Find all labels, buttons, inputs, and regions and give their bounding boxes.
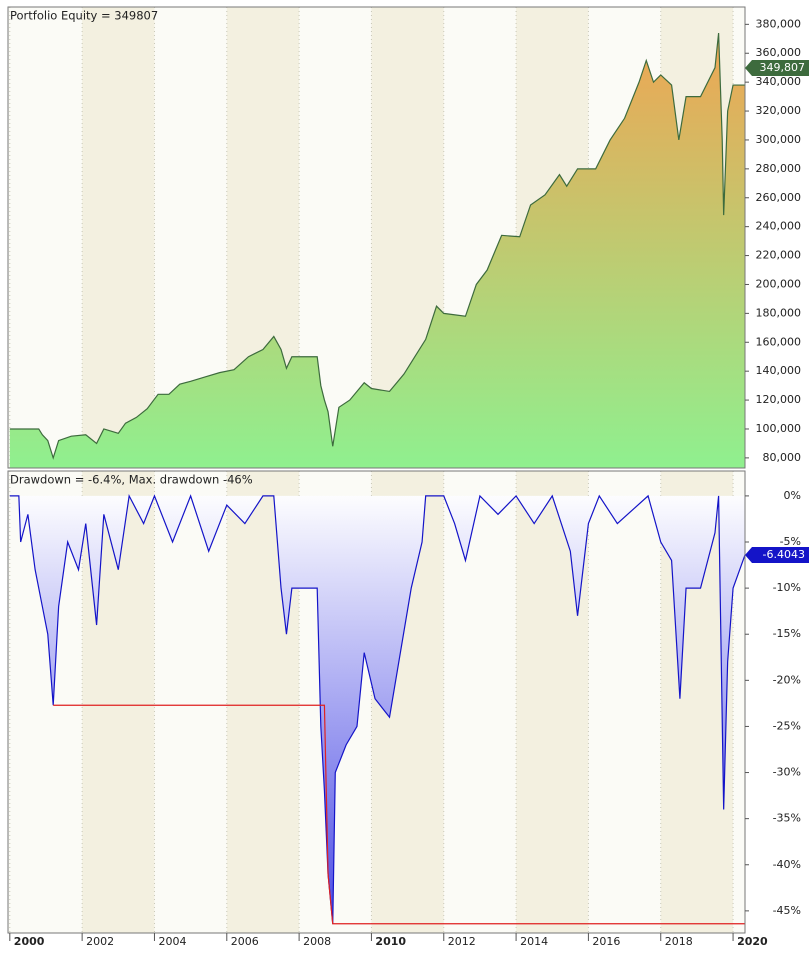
x-tick-label: 2016 xyxy=(592,935,620,948)
y-tick-label: 320,000 xyxy=(756,104,802,117)
y-tick-label: -25% xyxy=(773,719,801,732)
series-line xyxy=(9,32,745,460)
y-tick-label: 340,000 xyxy=(756,75,802,88)
y-tick-label: 300,000 xyxy=(756,133,802,146)
x-tick-label: 2018 xyxy=(665,935,693,948)
y-tick-label: -20% xyxy=(773,673,801,686)
y-tick-label: -10% xyxy=(773,581,801,594)
plot-frame xyxy=(7,6,746,469)
area-fill xyxy=(9,33,745,468)
y-tick-label: 120,000 xyxy=(756,393,802,406)
y-tick-label: 140,000 xyxy=(756,364,802,377)
y-tick-label: 80,000 xyxy=(763,451,802,464)
x-tick-label: 2000 xyxy=(14,935,45,948)
y-tick-label: -5% xyxy=(780,535,801,548)
x-tick-label: 2014 xyxy=(520,935,548,948)
chart-title: Drawdown = -6.4%, Max. drawdown -46% xyxy=(10,473,253,487)
y-tick-label: 0% xyxy=(784,489,801,502)
y-tick-label: 180,000 xyxy=(756,306,802,319)
series-line xyxy=(9,493,746,924)
x-tick-label: 2006 xyxy=(231,935,259,948)
y-tick-label: -40% xyxy=(773,858,801,871)
chart-title: Portfolio Equity = 349807 xyxy=(10,9,158,23)
y-tick-label: -30% xyxy=(773,766,801,779)
y-tick-label: 380,000 xyxy=(756,17,802,30)
y-tick-label: 360,000 xyxy=(756,46,802,59)
x-tick-label: 2008 xyxy=(303,935,331,948)
x-tick-label: 2020 xyxy=(737,935,768,948)
y-tick-label: -45% xyxy=(773,904,801,917)
y-tick-label: 100,000 xyxy=(756,422,802,435)
y-tick-label: -35% xyxy=(773,812,801,825)
x-tick-label: 2002 xyxy=(86,935,114,948)
last-value-label: -6.4043 xyxy=(763,548,805,561)
series-line xyxy=(53,704,745,925)
y-tick-label: 200,000 xyxy=(756,277,802,290)
year-band xyxy=(82,7,155,468)
y-tick-label: -15% xyxy=(773,627,801,640)
y-tick-label: 280,000 xyxy=(756,162,802,175)
x-tick-label: 2004 xyxy=(158,935,186,948)
last-value-flag xyxy=(745,59,809,76)
y-tick-label: 220,000 xyxy=(756,249,802,262)
y-tick-label: 240,000 xyxy=(756,220,802,233)
last-value-flag xyxy=(745,546,809,563)
y-tick-label: 260,000 xyxy=(756,191,802,204)
x-tick-label: 2012 xyxy=(448,935,476,948)
plot-frame xyxy=(7,470,746,934)
last-value-label: 349,807 xyxy=(760,61,806,74)
x-tick-label: 2010 xyxy=(375,935,406,948)
y-tick-label: 160,000 xyxy=(756,335,802,348)
